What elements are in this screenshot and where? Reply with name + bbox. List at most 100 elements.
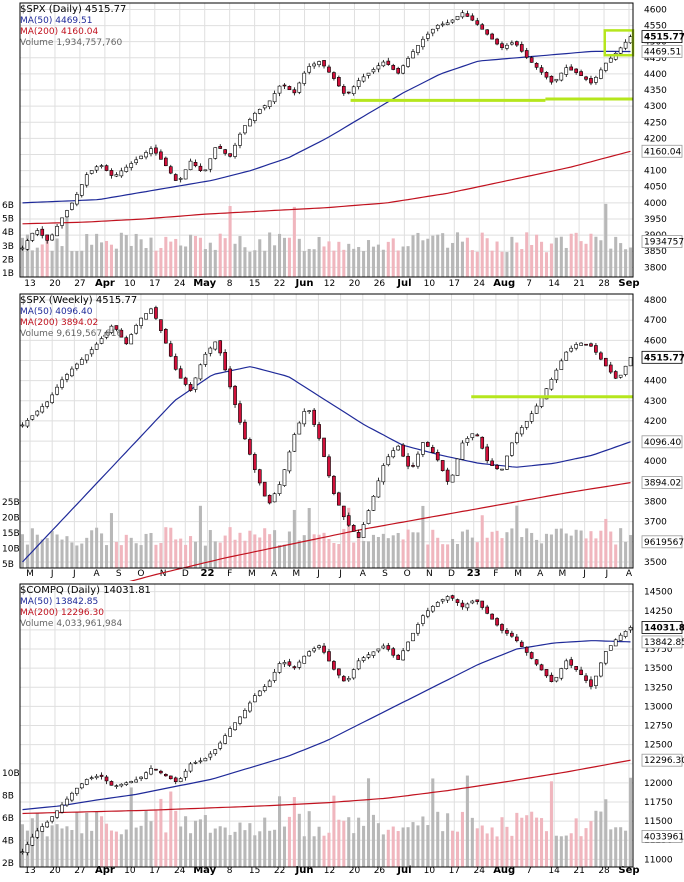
volume-bar: [297, 238, 301, 277]
candlestick: [65, 796, 69, 807]
candle-body: [564, 660, 569, 670]
volume-bar: [223, 827, 227, 867]
volume-bar: [149, 821, 153, 867]
volume-bar: [505, 252, 509, 277]
candle-body: [460, 442, 465, 460]
x-tick-label: 21: [573, 866, 584, 876]
price-label-box: [641, 235, 683, 248]
volume-bar: [564, 247, 568, 277]
candlestick: [307, 410, 312, 414]
candle-body: [519, 44, 524, 52]
candle-body: [613, 371, 618, 379]
candle-body: [322, 437, 326, 457]
volume-bar: [485, 238, 489, 277]
volume-bar: [535, 234, 539, 277]
volume-bar: [614, 236, 618, 277]
candlestick: [426, 607, 430, 619]
y-tick-label: 3800: [644, 263, 667, 273]
candle-body: [470, 433, 475, 438]
candlestick: [416, 451, 420, 469]
candlestick: [144, 771, 148, 780]
candlestick: [514, 40, 519, 47]
candlestick: [475, 17, 480, 26]
candle-body: [317, 645, 321, 648]
y-tick-label: 4000: [644, 199, 667, 209]
candlestick: [406, 453, 410, 470]
candle-body: [233, 144, 237, 157]
volume-bar: [104, 823, 109, 867]
volume-bar: [109, 513, 113, 568]
volume-bar: [559, 528, 563, 568]
volume-bar: [619, 243, 623, 277]
volume-bar: [248, 823, 252, 867]
volume-bar: [213, 541, 217, 568]
volume-bar: [238, 532, 242, 568]
candlestick: [341, 84, 346, 96]
ma200-line: [22, 759, 631, 815]
volume-bar: [609, 531, 613, 568]
volume-bar: [624, 830, 628, 867]
candlestick: [55, 224, 59, 237]
price-label-box: [641, 435, 683, 449]
volume-bar: [470, 817, 474, 867]
chart-title: $SPX (Daily) 4515.77: [20, 4, 126, 15]
candle-body: [559, 72, 564, 81]
candlestick: [519, 640, 524, 648]
candlestick: [440, 460, 445, 472]
candlestick: [312, 61, 316, 69]
candlestick: [94, 165, 99, 173]
volume-bar: [114, 248, 118, 277]
candlestick: [435, 24, 440, 32]
candle-body: [351, 669, 356, 679]
volume-bar: [203, 815, 207, 867]
volume-bar: [386, 241, 390, 277]
volume-bar: [589, 531, 593, 568]
legend-ma50: MA(50) 4096.40: [20, 307, 93, 317]
volume-bar: [530, 811, 534, 867]
volume-bar: [100, 533, 104, 568]
volume-bar: [282, 544, 287, 568]
candle-body: [396, 654, 401, 660]
candle-body: [79, 359, 84, 365]
candlestick: [351, 85, 356, 96]
volume-axis-label: 15B: [2, 529, 20, 539]
candle-body: [114, 325, 119, 330]
volume-bar: [223, 535, 227, 568]
candle-body: [238, 716, 242, 724]
candlestick: [500, 41, 504, 51]
volume-bar: [386, 538, 390, 568]
volume-bar: [20, 824, 25, 867]
candlestick: [361, 73, 366, 83]
x-tick-label: 13: [24, 866, 35, 876]
candlestick: [228, 726, 232, 737]
candlestick: [30, 232, 35, 243]
volume-bar: [159, 247, 163, 277]
volume-bar: [421, 816, 425, 867]
volume-bar: [574, 232, 578, 277]
volume-bar: [164, 527, 168, 568]
candlestick: [238, 400, 242, 425]
candlestick: [623, 630, 628, 639]
candle-body: [332, 72, 336, 79]
candle-body: [584, 76, 588, 80]
volume-bar: [124, 534, 128, 568]
candle-body: [70, 202, 74, 210]
x-tick-label: Sep: [618, 278, 639, 289]
candle-body: [129, 334, 134, 345]
candle-body: [218, 146, 223, 149]
volume-bar: [544, 831, 549, 867]
volume-bar: [480, 232, 484, 277]
candle-body: [20, 247, 25, 250]
volume-bar: [258, 831, 262, 867]
volume-bar: [352, 542, 356, 568]
candlestick: [248, 117, 252, 127]
volume-axis-label: 5B: [2, 560, 14, 570]
volume-bar: [139, 825, 143, 867]
candle-body: [396, 445, 401, 451]
candle-body: [594, 675, 598, 686]
x-tick-label: 22: [274, 279, 285, 289]
volume-bar: [396, 250, 400, 277]
volume-bar: [100, 242, 104, 277]
volume-bar: [317, 534, 321, 568]
candle-body: [30, 415, 35, 420]
